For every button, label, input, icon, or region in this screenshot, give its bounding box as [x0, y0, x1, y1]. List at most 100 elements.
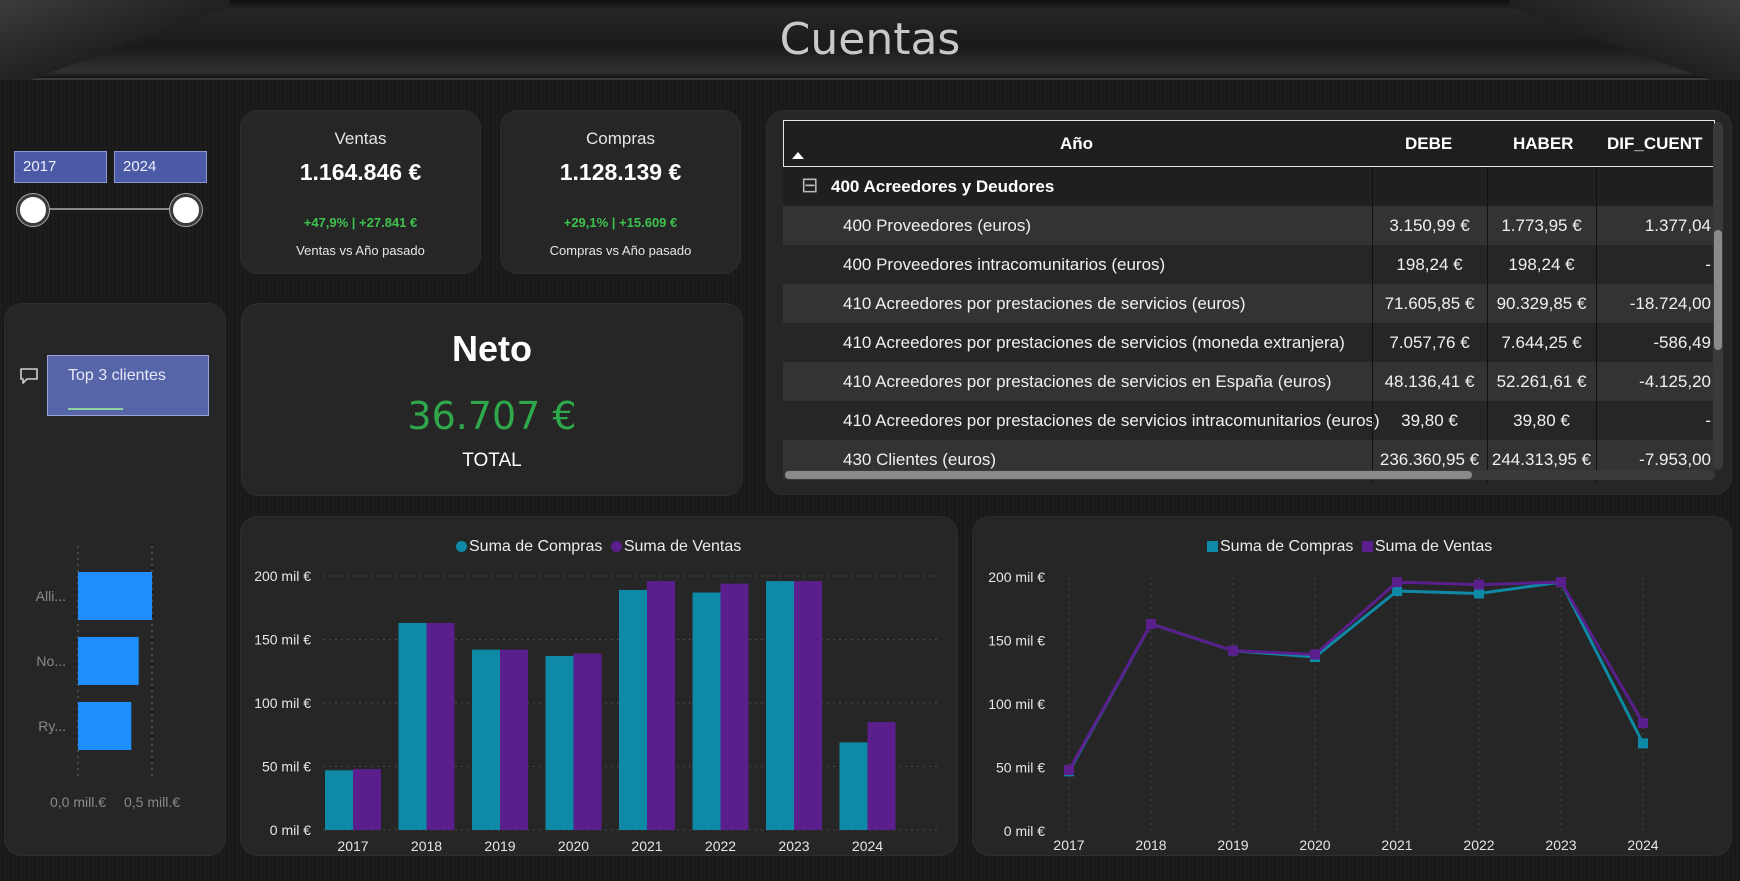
- bar-ventas[interactable]: [720, 583, 749, 830]
- y-tick-label: 100 mil €: [988, 696, 1045, 712]
- bar-compras[interactable]: [472, 649, 500, 830]
- client-bar[interactable]: [78, 702, 132, 750]
- bar-compras[interactable]: [692, 592, 721, 830]
- row-debe-value: 48.136,41 €: [1384, 372, 1475, 391]
- point-compras[interactable]: [1638, 738, 1648, 749]
- x-tick-label: 2018: [1135, 837, 1166, 853]
- x-tick-label: 2022: [705, 838, 736, 854]
- bar-chart-legend: Suma de Compras Suma de Ventas: [456, 538, 741, 556]
- line-ventas[interactable]: [1067, 580, 1645, 771]
- row-account-name: 410 Acreedores por prestaciones de servi…: [843, 372, 1332, 391]
- row-dif-value: -586,49: [1653, 333, 1711, 352]
- y-tick-label: 200 mil €: [988, 569, 1045, 585]
- point-ventas[interactable]: [1146, 618, 1156, 629]
- bar-ventas[interactable]: [867, 722, 896, 830]
- x-tick-label: 2021: [631, 838, 662, 854]
- comment-icon[interactable]: [19, 367, 39, 385]
- row-haber-value: 198,24 €: [1508, 255, 1575, 274]
- table-row[interactable]: 400 Proveedores intracomunitarios (euros…: [783, 245, 1715, 284]
- table-row[interactable]: 410 Acreedores por prestaciones de servi…: [783, 284, 1715, 323]
- point-ventas[interactable]: [1064, 765, 1074, 776]
- row-debe-value: 236.360,95 €: [1379, 450, 1480, 469]
- point-compras[interactable]: [1474, 588, 1484, 599]
- point-ventas[interactable]: [1556, 577, 1566, 588]
- bar-compras[interactable]: [545, 656, 574, 830]
- bar-compras[interactable]: [325, 770, 353, 830]
- point-ventas[interactable]: [1392, 577, 1402, 588]
- y-tick-label: 50 mil €: [996, 760, 1045, 776]
- bar-ventas[interactable]: [426, 622, 455, 830]
- x-tick-label: 0,0 mill.€: [50, 794, 106, 810]
- row-debe-value: 7.057,76 €: [1389, 333, 1470, 352]
- start-date-input[interactable]: 2017: [14, 151, 107, 183]
- point-ventas[interactable]: [1310, 649, 1320, 660]
- table-row[interactable]: 410 Acreedores por prestaciones de servi…: [783, 323, 1715, 362]
- vertical-scroll-thumb[interactable]: [1714, 230, 1722, 350]
- slider-end-handle[interactable]: [170, 194, 202, 226]
- x-tick-label: 2024: [852, 838, 883, 854]
- compras-label: Compras: [586, 129, 655, 148]
- bar-ventas[interactable]: [794, 581, 822, 830]
- y-tick-label: 0 mil €: [1004, 823, 1045, 839]
- compras-comparison-label: Compras vs Año pasado: [549, 243, 692, 258]
- bar-ventas[interactable]: [647, 581, 675, 830]
- table-row[interactable]: 400 Proveedores (euros) 3.150,99 € 1.773,9…: [783, 206, 1715, 245]
- x-tick-label: 2020: [558, 838, 589, 854]
- client-bar[interactable]: [78, 637, 139, 685]
- x-tick-label: 2023: [1545, 837, 1576, 853]
- neto-total-label: TOTAL: [462, 450, 522, 471]
- y-tick-label: 150 mil €: [988, 633, 1045, 649]
- row-account-name: 400 Proveedores intracomunitarios (euros…: [843, 255, 1166, 274]
- year-range-track: [33, 208, 186, 210]
- point-ventas[interactable]: [1228, 645, 1238, 656]
- group-label: 400 Acreedores y Deudores: [831, 177, 1055, 196]
- client-bar[interactable]: [78, 572, 152, 620]
- compras-ventas-line-chart: 0 mil € 50 mil € 100 mil € 150 mil € 200 mil…: [988, 569, 1659, 853]
- x-tick-label: 2019: [484, 838, 515, 854]
- bar-compras[interactable]: [839, 742, 868, 830]
- point-ventas[interactable]: [1474, 579, 1484, 590]
- page-header: [0, 0, 1740, 80]
- bar-compras[interactable]: [619, 589, 647, 830]
- client-label: Alli...: [36, 588, 66, 604]
- bar-ventas[interactable]: [573, 653, 602, 830]
- column-header-year[interactable]: Año: [1060, 134, 1094, 153]
- legend-compras-marker: [456, 541, 467, 552]
- row-debe-value: 71.605,85 €: [1384, 294, 1475, 313]
- horizontal-scroll-thumb[interactable]: [785, 471, 1472, 479]
- point-compras[interactable]: [1392, 585, 1402, 596]
- collapse-toggle-icon[interactable]: ⊟: [801, 174, 819, 197]
- table-vertical-scrollbar[interactable]: [1713, 122, 1723, 470]
- table-row[interactable]: 410 Acreedores por prestaciones de servi…: [783, 401, 1715, 440]
- row-dif-value: -: [1705, 411, 1711, 430]
- slider-start-handle[interactable]: [17, 194, 49, 226]
- bar-ventas[interactable]: [500, 649, 528, 830]
- sort-ascending-icon[interactable]: [792, 151, 804, 159]
- row-account-name: 430 Clientes (euros): [843, 450, 997, 469]
- legend-ventas-marker: [610, 541, 622, 552]
- top3-clients-button[interactable]: Top 3 clientes: [47, 355, 209, 416]
- row-debe-value: 3.150,99 €: [1389, 216, 1470, 235]
- column-header-dif[interactable]: DIF_CUENT: [1607, 134, 1703, 153]
- table-horizontal-scrollbar[interactable]: [784, 470, 1714, 480]
- row-debe-value: 39,80 €: [1401, 411, 1458, 430]
- bar-compras[interactable]: [398, 622, 427, 830]
- column-header-debe[interactable]: DEBE: [1405, 134, 1453, 153]
- page-title: Cuentas: [779, 14, 961, 65]
- bar-ventas[interactable]: [353, 769, 381, 830]
- column-header-haber[interactable]: HABER: [1513, 134, 1574, 153]
- table-header: Año DEBE HABER DIF_CUENT: [783, 120, 1715, 167]
- row-dif-value: -: [1705, 255, 1711, 274]
- client-label: No...: [36, 653, 66, 669]
- end-date-input[interactable]: 2024: [114, 151, 207, 183]
- x-tick-label: 2017: [1053, 837, 1084, 853]
- bar-compras[interactable]: [766, 581, 794, 830]
- ventas-delta: +47,9% | +27.841 €: [303, 215, 418, 230]
- y-tick-label: 50 mil €: [262, 759, 311, 775]
- table-row[interactable]: 410 Acreedores por prestaciones de servi…: [783, 362, 1715, 401]
- row-account-name: 410 Acreedores por prestaciones de servi…: [843, 294, 1246, 313]
- legend-compras-label: Suma de Compras: [469, 538, 603, 555]
- line-compras[interactable]: [1067, 580, 1645, 773]
- row-account-name: 410 Acreedores por prestaciones de servi…: [843, 333, 1345, 352]
- point-ventas[interactable]: [1638, 718, 1648, 729]
